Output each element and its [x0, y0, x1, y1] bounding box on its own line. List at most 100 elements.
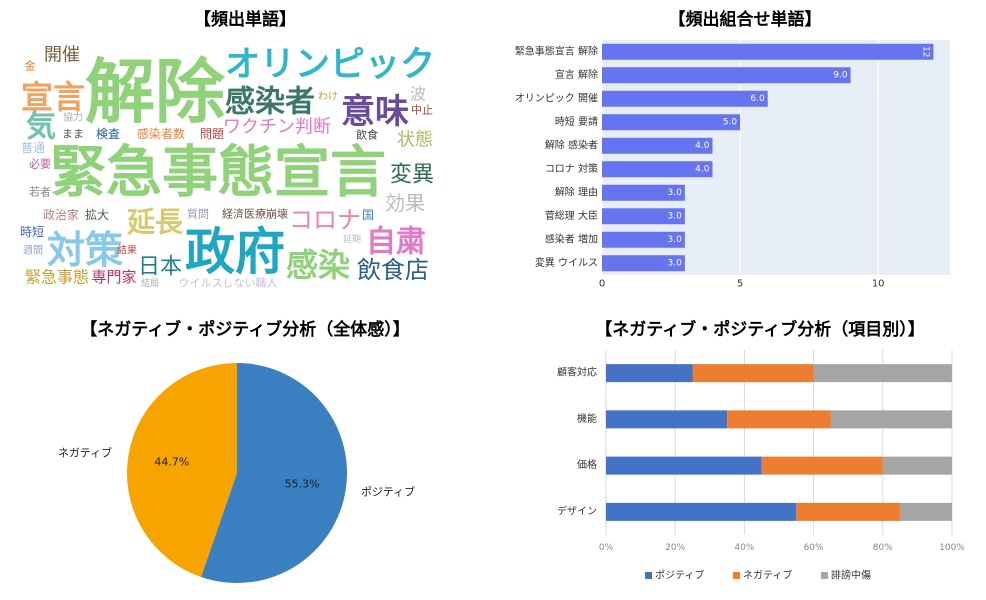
y-tick-label: 顧客対応	[557, 366, 597, 379]
y-tick-label: 解除 理由	[555, 185, 598, 198]
word: 普通	[21, 141, 45, 155]
value-label: 5.0	[723, 117, 738, 127]
word: オリンピック	[225, 45, 435, 85]
bar-segment	[606, 410, 728, 429]
value-label: 4.0	[695, 141, 710, 151]
word: 延期	[343, 233, 361, 245]
y-tick-label: 感染者 増加	[545, 232, 598, 245]
bar	[602, 231, 685, 248]
chart-title: 【頻出単語】	[194, 9, 296, 30]
bar-segment	[900, 502, 952, 521]
word: 感染者	[225, 85, 315, 120]
x-tick-label: 0	[599, 279, 605, 290]
word: 検査	[96, 127, 120, 141]
word: 協力	[63, 111, 83, 124]
bar	[602, 114, 741, 131]
word: 開催	[44, 45, 80, 66]
word: 状態	[397, 130, 433, 151]
value-label: 3.0	[668, 188, 683, 198]
word: 波	[410, 85, 426, 104]
value-label: 9.0	[833, 70, 848, 80]
word: 宣言	[21, 78, 85, 116]
y-tick-label: 時短 要請	[555, 115, 598, 128]
bar	[602, 137, 713, 154]
y-tick-label: 機能	[577, 412, 597, 425]
value-label: 4.0	[695, 164, 710, 174]
word: 効果	[385, 191, 425, 215]
slice-label: ポジティブ	[361, 485, 415, 499]
bar-segment	[606, 364, 693, 383]
word: 感染者数	[137, 126, 185, 141]
word: 飲食	[356, 128, 378, 142]
slice-label: ネガティブ	[58, 446, 112, 460]
y-tick-label: 変異 ウイルス	[535, 256, 598, 269]
x-tick-label: 60%	[804, 543, 824, 553]
bar-segment	[692, 364, 814, 383]
chart-title: 【頻出組合せ単語】	[669, 9, 822, 30]
word: 必要	[29, 158, 51, 171]
word: 政府	[185, 223, 285, 281]
word: 結果	[117, 244, 137, 257]
x-tick-label: 10	[872, 279, 885, 290]
bar-segment	[727, 410, 831, 429]
x-tick-label: 20%	[665, 543, 685, 553]
y-tick-label: 緊急事態宣言 解除	[515, 44, 598, 57]
word: 時短	[20, 225, 44, 239]
x-tick-label: 100%	[939, 543, 965, 553]
bar	[602, 90, 768, 107]
word: まま	[62, 128, 84, 141]
bar-segment	[796, 502, 901, 521]
x-tick-label: 80%	[873, 543, 893, 553]
word: 緊急事態宣言	[50, 141, 386, 206]
word: ワクチン判断	[223, 117, 331, 138]
word: 質問	[187, 207, 209, 221]
legend-label: 誹謗中傷	[831, 569, 871, 582]
value-label: 6.0	[750, 94, 765, 104]
word: 国	[362, 208, 374, 222]
value-label: 12	[920, 46, 930, 57]
word: 問題	[200, 127, 224, 141]
word: 拡大	[85, 208, 109, 222]
word: 緊急事態	[25, 268, 89, 287]
word: 意味	[341, 92, 409, 132]
word: 中止	[411, 104, 433, 117]
legend-swatch	[733, 572, 740, 579]
y-tick-label: 宣言 解除	[555, 68, 598, 81]
legend-label: ポジティブ	[655, 569, 704, 582]
y-tick-label: オリンピック 開催	[515, 91, 598, 104]
word: 感染	[286, 246, 350, 284]
value-label: 3.0	[668, 258, 683, 268]
bar	[602, 161, 713, 178]
value-label: 55.3%	[285, 477, 320, 490]
word: 対策	[47, 228, 123, 272]
bar	[602, 255, 685, 272]
word: 気	[26, 110, 56, 145]
bar	[602, 184, 685, 201]
word: 自粛	[366, 225, 426, 260]
word: 政治家	[43, 207, 79, 222]
bar-segment	[606, 456, 762, 475]
pie-slice	[201, 363, 348, 583]
bar-segment	[606, 502, 797, 521]
x-tick-label: 40%	[734, 543, 754, 553]
bar	[602, 208, 685, 225]
word: コロナ	[289, 206, 361, 234]
word: 経済医療崩壊	[222, 207, 288, 221]
bar	[602, 67, 851, 84]
value-label: 44.7%	[154, 456, 189, 469]
word: ウイルスしない職人	[179, 277, 278, 290]
bar-segment	[830, 410, 952, 429]
bar-segment	[761, 456, 883, 475]
word: 金	[25, 59, 36, 73]
word: 専門家	[91, 268, 136, 286]
y-tick-label: 菅総理 大臣	[545, 209, 598, 222]
bar-segment	[882, 456, 952, 475]
word: 若者	[29, 186, 51, 199]
chart-title: 【ネガティブ・ポジティブ分析（項目別）】	[595, 319, 924, 340]
y-tick-label: 解除 感染者	[545, 138, 598, 151]
legend-swatch	[821, 572, 828, 579]
word: わけ	[318, 91, 338, 103]
value-label: 3.0	[668, 211, 683, 221]
bar-segment	[813, 364, 952, 383]
